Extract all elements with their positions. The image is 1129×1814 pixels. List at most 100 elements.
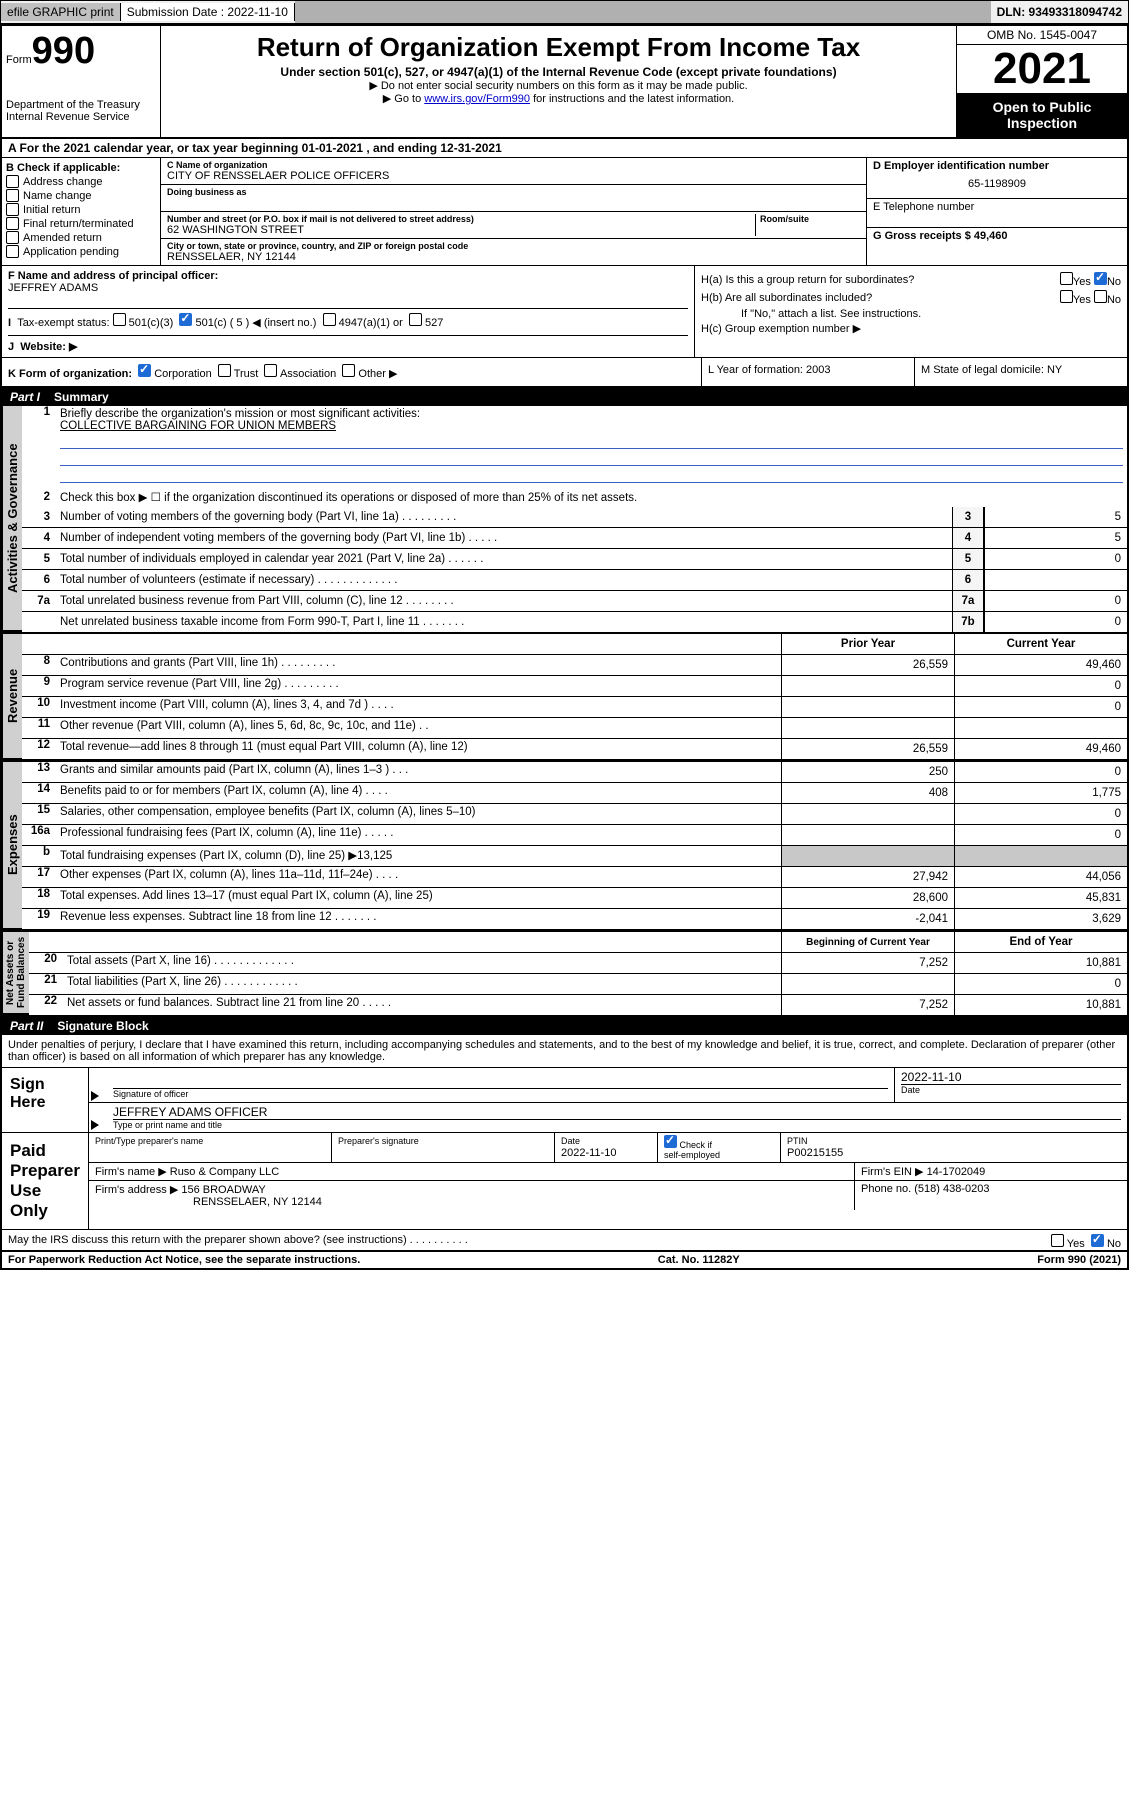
chk-hb-no[interactable]: [1094, 290, 1107, 303]
i-label: Tax-exempt status:: [17, 317, 109, 329]
form-header: Form990 Department of the Treasury Inter…: [2, 26, 1127, 139]
discuss-text: May the IRS discuss this return with the…: [8, 1234, 468, 1246]
ha-label: H(a) Is this a group return for subordin…: [701, 274, 914, 286]
side-net-assets: Net Assets orFund Balances: [2, 932, 29, 1015]
part2-label: Part II: [10, 1019, 43, 1033]
firm-addr2: RENSSELAER, NY 12144: [95, 1196, 322, 1208]
l6-desc: Total number of volunteers (estimate if …: [56, 572, 952, 588]
l12-desc: Total revenue—add lines 8 through 11 (mu…: [56, 739, 781, 759]
l10-cy: 0: [954, 697, 1127, 717]
topbar-spacer: [295, 1, 991, 23]
form-990: 990: [32, 30, 95, 72]
irs-link[interactable]: www.irs.gov/Form990: [424, 93, 530, 105]
l8-py: 26,559: [781, 655, 954, 675]
chk-assoc[interactable]: [264, 364, 277, 377]
l18-desc: Total expenses. Add lines 13–17 (must eq…: [56, 888, 781, 908]
side-revenue: Revenue: [2, 634, 22, 760]
lbl-other: Other ▶: [358, 368, 397, 380]
lbl-assoc: Association: [280, 368, 336, 380]
col-c-org-info: C Name of organization CITY OF RENSSELAE…: [161, 158, 867, 265]
goto-pre: ▶ Go to: [383, 93, 424, 105]
omb-number: OMB No. 1545-0047: [957, 26, 1127, 45]
chk-501c3[interactable]: [113, 313, 126, 326]
l8-desc: Contributions and grants (Part VIII, lin…: [56, 655, 781, 675]
row-a-tax-year: A For the 2021 calendar year, or tax yea…: [2, 139, 1127, 158]
l9-cy: 0: [954, 676, 1127, 696]
chk-trust[interactable]: [218, 364, 231, 377]
ssn-note: ▶ Do not enter social security numbers o…: [171, 79, 946, 92]
chk-initial-return[interactable]: [6, 203, 19, 216]
paid-preparer-row: Paid Preparer Use Only Print/Type prepar…: [2, 1133, 1127, 1230]
chk-discuss-no[interactable]: [1091, 1234, 1104, 1247]
l11-py: [781, 718, 954, 738]
lbl-name-change: Name change: [23, 190, 92, 202]
chk-ha-yes[interactable]: [1060, 272, 1073, 285]
l19-desc: Revenue less expenses. Subtract line 18 …: [56, 909, 781, 929]
l1-value: COLLECTIVE BARGAINING FOR UNION MEMBERS: [60, 420, 336, 432]
form-subtitle: Under section 501(c), 527, or 4947(a)(1)…: [171, 65, 946, 79]
l21-desc: Total liabilities (Part X, line 26) . . …: [63, 974, 781, 994]
room-label: Room/suite: [760, 214, 860, 224]
street: 62 WASHINGTON STREET: [167, 224, 755, 236]
h-date: Date: [561, 1136, 580, 1146]
l2-desc: Check this box ▶ ☐ if the organization d…: [56, 488, 1127, 506]
cat-no: Cat. No. 11282Y: [658, 1254, 740, 1266]
lbl-527: 527: [425, 317, 443, 329]
org-name: CITY OF RENSSELAER POLICE OFFICERS: [167, 170, 860, 182]
lbl-501c3: 501(c)(3): [129, 317, 174, 329]
l13-desc: Grants and similar amounts paid (Part IX…: [56, 762, 781, 782]
paid-preparer-label: Paid Preparer Use Only: [2, 1133, 89, 1229]
h-ptin: PTIN: [787, 1136, 808, 1146]
section-expenses: Expenses 13Grants and similar amounts pa…: [2, 762, 1127, 932]
top-bar: efile GRAPHIC print Submission Date : 20…: [0, 0, 1129, 24]
hb-label: H(b) Are all subordinates included?: [701, 292, 872, 304]
l14-cy: 1,775: [954, 783, 1127, 803]
chk-other[interactable]: [342, 364, 355, 377]
head-begin-year: Beginning of Current Year: [781, 932, 954, 952]
dln: DLN: 93493318094742: [991, 3, 1128, 21]
sig-date-label: Date: [901, 1084, 1121, 1095]
l7a-val: 0: [984, 591, 1127, 611]
chk-discuss-yes[interactable]: [1051, 1234, 1064, 1247]
chk-final-return[interactable]: [6, 217, 19, 230]
l15-cy: 0: [954, 804, 1127, 824]
irs-label: Internal Revenue Service: [6, 111, 156, 123]
chk-name-change[interactable]: [6, 189, 19, 202]
l20-desc: Total assets (Part X, line 16) . . . . .…: [63, 953, 781, 973]
chk-hb-yes[interactable]: [1060, 290, 1073, 303]
chk-pending[interactable]: [6, 245, 19, 258]
chk-address-change[interactable]: [6, 175, 19, 188]
l20-b: 7,252: [781, 953, 954, 973]
lbl-final-return: Final return/terminated: [23, 218, 134, 230]
form-990-footer: Form 990 (2021): [1037, 1254, 1121, 1266]
l18-py: 28,600: [781, 888, 954, 908]
l6-val: [984, 570, 1127, 590]
f-name: JEFFREY ADAMS: [8, 282, 688, 294]
l18-cy: 45,831: [954, 888, 1127, 908]
form-title: Return of Organization Exempt From Incom…: [171, 32, 946, 63]
dept-treasury: Department of the Treasury: [6, 99, 156, 111]
chk-self-employed[interactable]: [664, 1135, 677, 1148]
efile-print-button[interactable]: efile GRAPHIC print: [1, 3, 121, 21]
sign-here-label: Sign Here: [2, 1068, 89, 1132]
part2-title: Signature Block: [57, 1019, 148, 1033]
arrow-icon-2: [91, 1120, 99, 1130]
type-name-label: Type or print name and title: [113, 1119, 1121, 1130]
head-end-year: End of Year: [954, 932, 1127, 952]
goto-post: for instructions and the latest informat…: [530, 93, 734, 105]
chk-corp[interactable]: [138, 364, 151, 377]
l7a-desc: Total unrelated business revenue from Pa…: [56, 593, 952, 609]
chk-amended[interactable]: [6, 231, 19, 244]
l9-py: [781, 676, 954, 696]
lbl-corp: Corporation: [154, 368, 211, 380]
l15-py: [781, 804, 954, 824]
l11-cy: [954, 718, 1127, 738]
form-number-box: Form990 Department of the Treasury Inter…: [2, 26, 161, 137]
l4-desc: Number of independent voting members of …: [56, 530, 952, 546]
chk-501c[interactable]: [179, 313, 192, 326]
chk-4947[interactable]: [323, 313, 336, 326]
form-container: Form990 Department of the Treasury Inter…: [0, 24, 1129, 1270]
chk-ha-no[interactable]: [1094, 272, 1107, 285]
l7b-desc: Net unrelated business taxable income fr…: [56, 614, 952, 630]
chk-527[interactable]: [409, 313, 422, 326]
